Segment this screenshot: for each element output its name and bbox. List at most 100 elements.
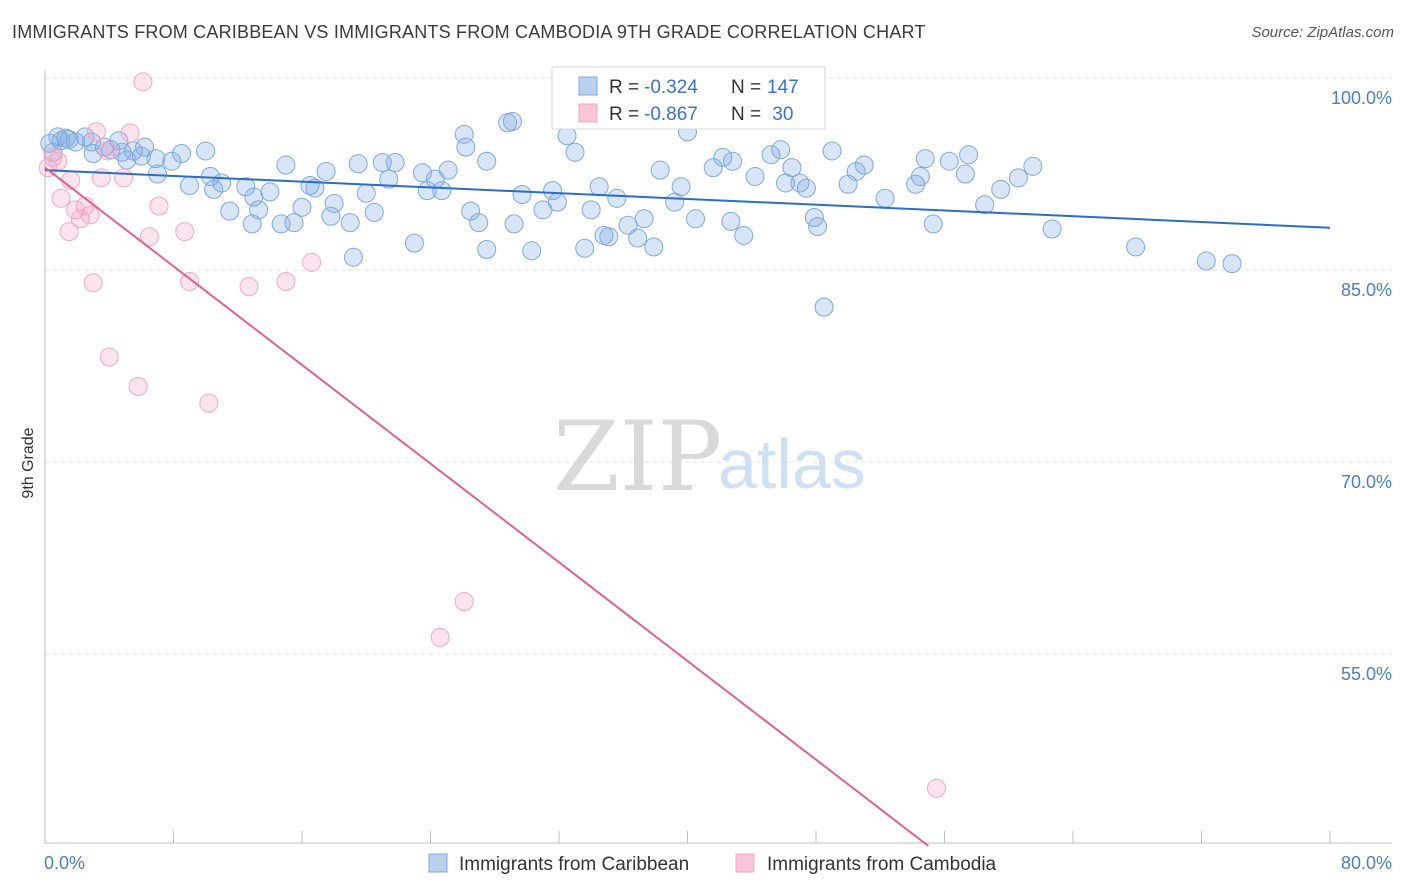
caribbean-point bbox=[713, 147, 733, 167]
caribbean-point bbox=[771, 140, 791, 160]
y-tick-label: 70.0% bbox=[1341, 472, 1392, 492]
cambodia-trend-line bbox=[44, 166, 930, 847]
caribbean-point bbox=[1222, 254, 1242, 274]
caribbean-point bbox=[607, 188, 627, 208]
caribbean-point bbox=[385, 152, 405, 172]
caribbean-point bbox=[790, 173, 810, 193]
y-tick-labels: 100.0% 85.0% 70.0% 55.0% bbox=[1331, 88, 1392, 684]
cambodia-point bbox=[48, 151, 68, 171]
cambodia-point bbox=[239, 277, 259, 297]
caribbean-point bbox=[284, 213, 304, 233]
cambodia-point bbox=[180, 272, 200, 292]
caribbean-point bbox=[910, 167, 930, 187]
caribbean-point bbox=[356, 183, 376, 203]
caribbean-point bbox=[1126, 237, 1146, 257]
caribbean-point bbox=[146, 149, 166, 169]
cambodia-point bbox=[149, 196, 169, 216]
caribbean-point bbox=[543, 181, 563, 201]
caribbean-point bbox=[822, 141, 842, 161]
y-tick-label: 100.0% bbox=[1331, 88, 1392, 108]
caribbean-point bbox=[343, 247, 363, 267]
cambodia-point bbox=[133, 72, 153, 92]
caribbean-point bbox=[260, 182, 280, 202]
cambodia-point bbox=[59, 222, 79, 242]
caribbean-point bbox=[242, 214, 262, 234]
trend-lines bbox=[44, 166, 1331, 847]
cambodia-point bbox=[302, 252, 322, 272]
caribbean-point bbox=[599, 227, 619, 247]
watermark-atlas: atlas bbox=[718, 425, 866, 503]
caribbean-point bbox=[959, 145, 979, 165]
caribbean-point bbox=[172, 144, 192, 164]
series-caribbean-points bbox=[40, 112, 1242, 317]
caribbean-point bbox=[43, 142, 63, 162]
caribbean-point bbox=[469, 213, 489, 233]
legend-swatch-caribbean bbox=[578, 76, 598, 96]
caribbean-point bbox=[703, 158, 723, 178]
cambodia-point bbox=[83, 273, 103, 293]
legend-n-value-2: 30 bbox=[767, 104, 793, 125]
caribbean-point bbox=[340, 213, 360, 233]
caribbean-point bbox=[220, 201, 240, 221]
caribbean-point bbox=[628, 228, 648, 248]
chart-title: IMMIGRANTS FROM CARIBBEAN VS IMMIGRANTS … bbox=[12, 22, 926, 42]
caribbean-point bbox=[348, 154, 368, 174]
cambodia-point bbox=[99, 347, 119, 367]
caribbean-point bbox=[512, 184, 532, 204]
caribbean-point bbox=[379, 169, 399, 189]
caribbean-point bbox=[180, 176, 200, 196]
caribbean-point bbox=[761, 145, 781, 165]
caribbean-point bbox=[504, 214, 524, 234]
caribbean-point bbox=[66, 132, 86, 152]
legend-r-value-2: -0.867 bbox=[644, 104, 698, 125]
caribbean-point bbox=[589, 177, 609, 197]
caribbean-point bbox=[575, 238, 595, 258]
bottom-legend-swatch-cambodia bbox=[735, 853, 755, 873]
legend-r-value-1: -0.324 bbox=[644, 77, 698, 98]
legend-r-label-2: R = bbox=[609, 104, 639, 125]
bottom-legend-caribbean: Immigrants from Caribbean bbox=[459, 854, 689, 875]
cambodia-point bbox=[430, 627, 450, 647]
caribbean-point bbox=[249, 200, 269, 220]
caribbean-point bbox=[522, 241, 542, 261]
caribbean-point bbox=[1042, 219, 1062, 239]
caribbean-point bbox=[276, 155, 296, 175]
legend-swatch-cambodia bbox=[578, 103, 598, 123]
caribbean-point bbox=[75, 127, 95, 147]
caribbean-point bbox=[162, 151, 182, 171]
legend-r-label-1: R = bbox=[609, 77, 639, 98]
caribbean-point bbox=[671, 177, 691, 197]
y-tick-label: 55.0% bbox=[1341, 664, 1392, 684]
cambodia-point bbox=[139, 227, 159, 247]
caribbean-point bbox=[955, 164, 975, 184]
caribbean-point bbox=[48, 127, 68, 147]
cambodia-point bbox=[38, 158, 58, 178]
caribbean-point bbox=[854, 155, 874, 175]
caribbean-point bbox=[796, 178, 816, 198]
caribbean-point bbox=[782, 158, 802, 178]
caribbean-point bbox=[644, 237, 664, 257]
caribbean-point bbox=[461, 201, 481, 221]
legend-n-label-1: N = bbox=[731, 77, 761, 98]
caribbean-point bbox=[745, 167, 765, 187]
caribbean-point bbox=[56, 128, 76, 148]
caribbean-point bbox=[634, 209, 654, 229]
watermark-zip: ZIP bbox=[553, 401, 722, 513]
caribbean-point bbox=[404, 233, 424, 253]
caribbean-point bbox=[364, 202, 384, 222]
caribbean-point bbox=[292, 197, 312, 217]
cambodia-point bbox=[926, 778, 946, 798]
caribbean-point bbox=[734, 225, 754, 245]
caribbean-point bbox=[939, 151, 959, 171]
cambodia-point bbox=[199, 393, 219, 413]
caribbean-point bbox=[923, 214, 943, 234]
caribbean-point bbox=[236, 177, 256, 197]
caribbean-point bbox=[135, 137, 155, 157]
legend-n-label-2: N = bbox=[731, 104, 761, 125]
caribbean-point bbox=[686, 209, 706, 229]
caribbean-point bbox=[1023, 156, 1043, 176]
caribbean-trend-line bbox=[44, 169, 1331, 229]
caribbean-point bbox=[547, 192, 567, 212]
caribbean-point bbox=[846, 161, 866, 181]
